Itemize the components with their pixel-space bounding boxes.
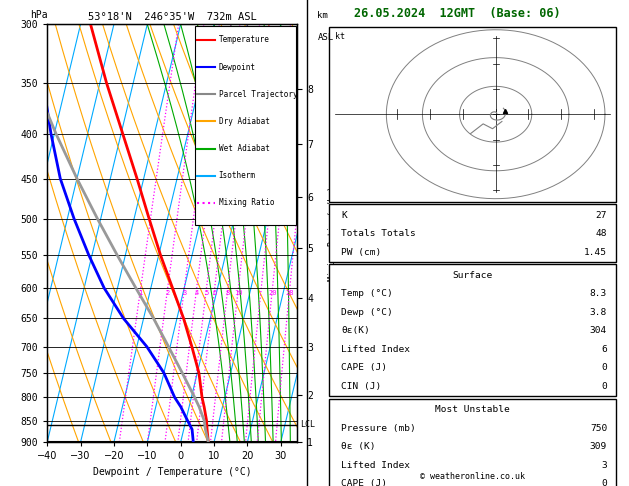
- Text: Temperature: Temperature: [219, 35, 269, 45]
- Text: Most Unstable: Most Unstable: [435, 405, 510, 414]
- Text: LCL: LCL: [300, 420, 315, 430]
- Text: 28: 28: [286, 290, 294, 296]
- Text: 750: 750: [590, 424, 607, 433]
- FancyBboxPatch shape: [329, 264, 616, 396]
- Text: 5: 5: [204, 290, 209, 296]
- X-axis label: Dewpoint / Temperature (°C): Dewpoint / Temperature (°C): [93, 467, 252, 477]
- FancyBboxPatch shape: [195, 26, 296, 225]
- Text: Mixing Ratio (g/kg): Mixing Ratio (g/kg): [328, 186, 337, 281]
- Text: 8: 8: [226, 290, 230, 296]
- Text: Lifted Index: Lifted Index: [342, 461, 410, 469]
- Text: 309: 309: [590, 442, 607, 451]
- Text: 4: 4: [194, 290, 199, 296]
- Text: 26.05.2024  12GMT  (Base: 06): 26.05.2024 12GMT (Base: 06): [353, 7, 560, 20]
- Text: 1.45: 1.45: [584, 248, 607, 257]
- Text: 1: 1: [138, 290, 143, 296]
- Text: 0: 0: [601, 479, 607, 486]
- Text: Dewp (°C): Dewp (°C): [342, 308, 393, 317]
- FancyBboxPatch shape: [329, 27, 616, 202]
- Text: CAPE (J): CAPE (J): [342, 479, 387, 486]
- Text: Parcel Trajectory: Parcel Trajectory: [219, 90, 298, 99]
- Text: Dry Adiabat: Dry Adiabat: [219, 117, 269, 126]
- Text: CIN (J): CIN (J): [342, 382, 382, 391]
- Text: 2: 2: [165, 290, 170, 296]
- Text: Wet Adiabat: Wet Adiabat: [219, 144, 269, 153]
- Text: 20: 20: [268, 290, 277, 296]
- FancyBboxPatch shape: [329, 204, 616, 262]
- Text: 3.8: 3.8: [590, 308, 607, 317]
- Text: Mixing Ratio: Mixing Ratio: [219, 198, 274, 208]
- Text: Isotherm: Isotherm: [219, 171, 255, 180]
- FancyBboxPatch shape: [329, 399, 616, 486]
- Text: Surface: Surface: [452, 271, 493, 280]
- Text: K: K: [342, 211, 347, 220]
- Text: 8.3: 8.3: [590, 290, 607, 298]
- Text: 304: 304: [590, 327, 607, 335]
- Text: PW (cm): PW (cm): [342, 248, 382, 257]
- Text: km: km: [318, 11, 328, 20]
- Text: θε(K): θε(K): [342, 327, 370, 335]
- Text: Dewpoint: Dewpoint: [219, 63, 255, 71]
- Text: Temp (°C): Temp (°C): [342, 290, 393, 298]
- Text: 27: 27: [596, 211, 607, 220]
- Text: ASL: ASL: [318, 33, 333, 42]
- Text: 10: 10: [234, 290, 243, 296]
- Text: 3: 3: [182, 290, 187, 296]
- Text: kt: kt: [335, 32, 345, 41]
- Text: θε (K): θε (K): [342, 442, 376, 451]
- Text: hPa: hPa: [30, 10, 47, 20]
- Text: Totals Totals: Totals Totals: [342, 229, 416, 238]
- Text: Pressure (mb): Pressure (mb): [342, 424, 416, 433]
- Text: 48: 48: [596, 229, 607, 238]
- Title: 53°18'N  246°35'W  732m ASL: 53°18'N 246°35'W 732m ASL: [88, 12, 257, 22]
- Text: © weatheronline.co.uk: © weatheronline.co.uk: [420, 472, 525, 481]
- Text: 0: 0: [601, 382, 607, 391]
- Text: 3: 3: [601, 461, 607, 469]
- Text: 0: 0: [601, 364, 607, 372]
- Text: 6: 6: [601, 345, 607, 354]
- Text: 6: 6: [213, 290, 217, 296]
- Text: CAPE (J): CAPE (J): [342, 364, 387, 372]
- Text: Lifted Index: Lifted Index: [342, 345, 410, 354]
